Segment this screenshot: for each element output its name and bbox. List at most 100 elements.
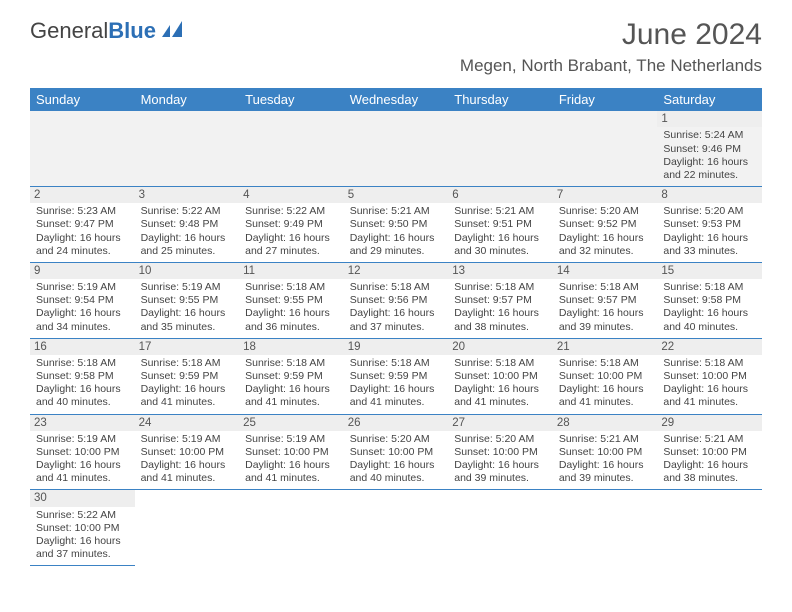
day-details: Sunrise: 5:21 AMSunset: 10:00 PMDaylight… <box>559 433 652 486</box>
location-text: Megen, North Brabant, The Netherlands <box>460 56 762 76</box>
calendar-table: SundayMondayTuesdayWednesdayThursdayFrid… <box>30 88 762 566</box>
day-number: 6 <box>448 187 553 203</box>
day-details: Sunrise: 5:18 AMSunset: 9:59 PMDaylight:… <box>141 357 234 410</box>
weekday-header: Monday <box>135 88 240 111</box>
day-number: 13 <box>448 263 553 279</box>
empty-cell <box>553 490 658 566</box>
day-number: 17 <box>135 339 240 355</box>
day-number: 10 <box>135 263 240 279</box>
day-details: Sunrise: 5:20 AMSunset: 10:00 PMDaylight… <box>350 433 443 486</box>
day-cell: 24 Sunrise: 5:19 AMSunset: 10:00 PMDaylig… <box>135 414 240 490</box>
weekday-row: SundayMondayTuesdayWednesdayThursdayFrid… <box>30 88 762 111</box>
day-cell: 27 Sunrise: 5:20 AMSunset: 10:00 PMDaylig… <box>448 414 553 490</box>
day-cell: 18 Sunrise: 5:18 AMSunset: 9:59 PMDayligh… <box>239 338 344 414</box>
day-cell: 4Sunrise: 5:22 AMSunset: 9:49 PMDaylight… <box>239 186 344 262</box>
day-cell: 11Sunrise: 5:18 AMSunset: 9:55 PMDayligh… <box>239 262 344 338</box>
day-number: 30 <box>30 490 135 506</box>
day-cell: 26Sunrise: 5:20 AMSunset: 10:00 PMDaylig… <box>344 414 449 490</box>
calendar-head: SundayMondayTuesdayWednesdayThursdayFrid… <box>30 88 762 111</box>
day-details: Sunrise: 5:18 AMSunset: 10:00 PMDaylight… <box>559 357 652 410</box>
day-number: 12 <box>344 263 449 279</box>
day-details: Sunrise: 5:18 AMSunset: 9:59 PMDaylight:… <box>350 357 443 410</box>
day-number: 28 <box>553 415 658 431</box>
calendar-row: 2 Sunrise: 5:23 AMSunset: 9:47 PMDaylight… <box>30 186 762 262</box>
title-block: June 2024 Megen, North Brabant, The Neth… <box>460 18 762 76</box>
weekday-header: Tuesday <box>239 88 344 111</box>
day-details: Sunrise: 5:21 AMSunset: 10:00 PMDaylight… <box>663 433 756 486</box>
day-cell: 2 Sunrise: 5:23 AMSunset: 9:47 PMDaylight… <box>30 186 135 262</box>
empty-cell <box>448 490 553 566</box>
day-number: 5 <box>344 187 449 203</box>
day-cell: 17 Sunrise: 5:18 AMSunset: 9:59 PMDayligh… <box>135 338 240 414</box>
weekday-header: Sunday <box>30 88 135 111</box>
day-cell: 3 Sunrise: 5:22 AMSunset: 9:48 PMDaylight… <box>135 186 240 262</box>
day-number: 11 <box>239 263 344 279</box>
empty-cell <box>30 111 135 186</box>
empty-cell <box>239 490 344 566</box>
weekday-header: Friday <box>553 88 658 111</box>
day-cell: 25Sunrise: 5:19 AMSunset: 10:00 PMDaylig… <box>239 414 344 490</box>
day-number: 8 <box>657 187 762 203</box>
day-details: Sunrise: 5:21 AMSunset: 9:51 PMDaylight:… <box>454 205 547 258</box>
day-details: Sunrise: 5:18 AMSunset: 9:58 PMDaylight:… <box>36 357 129 410</box>
calendar-row: 30Sunrise: 5:22 AMSunset: 10:00 PMDaylig… <box>30 490 762 566</box>
weekday-header: Thursday <box>448 88 553 111</box>
day-number: 14 <box>553 263 658 279</box>
day-number: 1 <box>657 111 762 127</box>
day-number: 2 <box>30 187 135 203</box>
day-cell: 28 Sunrise: 5:21 AMSunset: 10:00 PMDaylig… <box>553 414 658 490</box>
day-number: 20 <box>448 339 553 355</box>
day-cell: 23Sunrise: 5:19 AMSunset: 10:00 PMDaylig… <box>30 414 135 490</box>
day-number: 18 <box>239 339 344 355</box>
day-details: Sunrise: 5:19 AMSunset: 9:55 PMDaylight:… <box>141 281 234 334</box>
day-details: Sunrise: 5:18 AMSunset: 10:00 PMDaylight… <box>663 357 756 410</box>
day-number: 24 <box>135 415 240 431</box>
day-cell: 5Sunrise: 5:21 AMSunset: 9:50 PMDaylight… <box>344 186 449 262</box>
day-details: Sunrise: 5:18 AMSunset: 9:56 PMDaylight:… <box>350 281 443 334</box>
day-details: Sunrise: 5:23 AMSunset: 9:47 PMDaylight:… <box>36 205 129 258</box>
day-details: Sunrise: 5:19 AMSunset: 10:00 PMDaylight… <box>141 433 234 486</box>
day-details: Sunrise: 5:22 AMSunset: 9:48 PMDaylight:… <box>141 205 234 258</box>
day-cell: 19Sunrise: 5:18 AMSunset: 9:59 PMDayligh… <box>344 338 449 414</box>
day-cell: 14 Sunrise: 5:18 AMSunset: 9:57 PMDayligh… <box>553 262 658 338</box>
logo-part2: Blue <box>108 18 156 43</box>
calendar-row: 1 Sunrise: 5:24 AMSunset: 9:46 PMDaylight… <box>30 111 762 186</box>
day-cell: 7 Sunrise: 5:20 AMSunset: 9:52 PMDaylight… <box>553 186 658 262</box>
day-number: 21 <box>553 339 658 355</box>
calendar-row: 16Sunrise: 5:18 AMSunset: 9:58 PMDayligh… <box>30 338 762 414</box>
day-number: 3 <box>135 187 240 203</box>
day-details: Sunrise: 5:18 AMSunset: 9:59 PMDaylight:… <box>245 357 338 410</box>
day-number: 29 <box>657 415 762 431</box>
day-number: 25 <box>239 415 344 431</box>
month-title: June 2024 <box>460 18 762 52</box>
day-number: 27 <box>448 415 553 431</box>
weekday-header: Wednesday <box>344 88 449 111</box>
day-details: Sunrise: 5:19 AMSunset: 9:54 PMDaylight:… <box>36 281 129 334</box>
day-number: 7 <box>553 187 658 203</box>
day-cell: 6 Sunrise: 5:21 AMSunset: 9:51 PMDaylight… <box>448 186 553 262</box>
day-details: Sunrise: 5:18 AMSunset: 9:57 PMDaylight:… <box>559 281 652 334</box>
day-number: 22 <box>657 339 762 355</box>
day-cell: 22 Sunrise: 5:18 AMSunset: 10:00 PMDaylig… <box>657 338 762 414</box>
day-details: Sunrise: 5:20 AMSunset: 9:52 PMDaylight:… <box>559 205 652 258</box>
empty-cell <box>135 490 240 566</box>
day-cell: 1 Sunrise: 5:24 AMSunset: 9:46 PMDaylight… <box>657 111 762 186</box>
day-cell: 12 Sunrise: 5:18 AMSunset: 9:56 PMDayligh… <box>344 262 449 338</box>
day-cell: 13Sunrise: 5:18 AMSunset: 9:57 PMDayligh… <box>448 262 553 338</box>
calendar-row: 23Sunrise: 5:19 AMSunset: 10:00 PMDaylig… <box>30 414 762 490</box>
day-details: Sunrise: 5:24 AMSunset: 9:46 PMDaylight:… <box>663 129 756 182</box>
day-details: Sunrise: 5:20 AMSunset: 9:53 PMDaylight:… <box>663 205 756 258</box>
sails-icon <box>160 19 188 44</box>
logo-text: GeneralBlue <box>30 18 156 44</box>
day-cell: 30Sunrise: 5:22 AMSunset: 10:00 PMDaylig… <box>30 490 135 566</box>
day-cell: 21 Sunrise: 5:18 AMSunset: 10:00 PMDaylig… <box>553 338 658 414</box>
empty-cell <box>553 111 658 186</box>
header: GeneralBlue June 2024 Megen, North Braba… <box>0 0 792 80</box>
empty-cell <box>344 111 449 186</box>
empty-cell <box>448 111 553 186</box>
day-details: Sunrise: 5:18 AMSunset: 10:00 PMDaylight… <box>454 357 547 410</box>
logo: GeneralBlue <box>30 18 188 44</box>
empty-cell <box>657 490 762 566</box>
empty-cell <box>135 111 240 186</box>
day-details: Sunrise: 5:20 AMSunset: 10:00 PMDaylight… <box>454 433 547 486</box>
